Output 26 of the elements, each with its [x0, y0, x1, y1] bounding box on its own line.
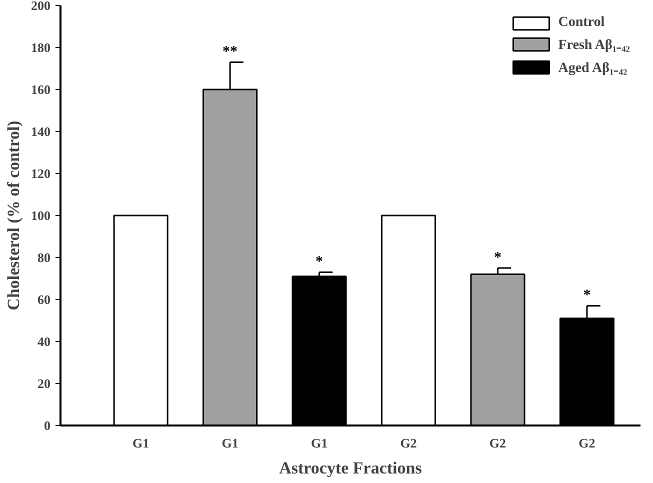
y-tick-label: 180: [31, 40, 50, 55]
y-tick-label: 160: [31, 82, 50, 97]
x-tick-label: G2: [489, 436, 506, 450]
data-label: *: [583, 288, 591, 304]
x-tick-label: G2: [578, 436, 596, 450]
y-tick-label: 100: [31, 208, 50, 223]
data-label: **: [222, 44, 238, 60]
data-label: *: [494, 250, 502, 266]
y-axis-title: Cholesterol (% of control): [4, 120, 23, 310]
data-label: *: [316, 254, 324, 270]
legend-label: Fresh Aβ₁₋₄₂: [558, 37, 630, 54]
y-tick-label: 20: [38, 376, 50, 391]
y-tick-label: 40: [38, 334, 50, 349]
y-tick-label: 140: [31, 124, 50, 139]
legend-label: Control: [558, 15, 605, 31]
y-tick-label: 120: [31, 166, 50, 181]
y-tick-label: 200: [31, 0, 50, 13]
x-tick-label: G2: [400, 436, 417, 450]
y-tick-label: 60: [38, 292, 50, 307]
x-axis-title: Astrocyte Fractions: [279, 458, 422, 478]
y-tick-label: 80: [38, 250, 50, 265]
x-tick-label: G1: [222, 436, 238, 450]
y-tick-label: 0: [44, 418, 50, 433]
legend-label: Aged Aβ₁₋₄₂: [558, 60, 628, 77]
x-tick-label: G1: [310, 436, 328, 450]
x-tick-label: G1: [132, 436, 150, 450]
